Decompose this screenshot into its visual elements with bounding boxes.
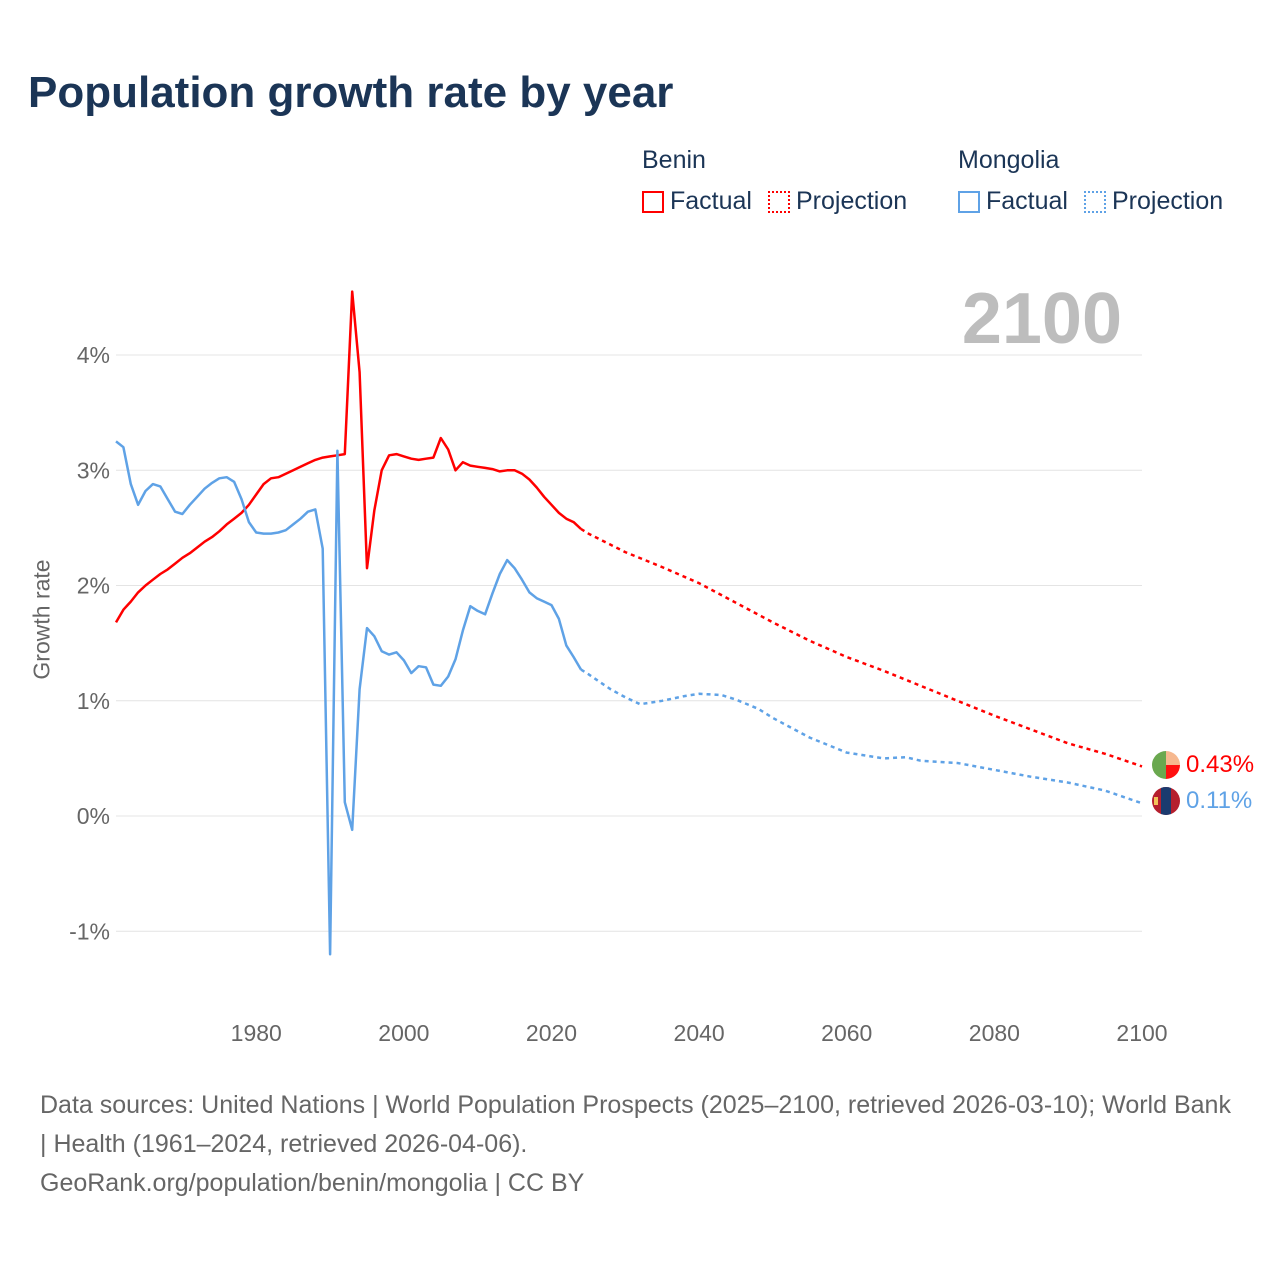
x-tick-label: 2040 bbox=[674, 1020, 725, 1046]
y-tick-label: 2% bbox=[77, 573, 110, 599]
current-year-label: 2100 bbox=[961, 279, 1122, 359]
dotted-swatch-icon bbox=[1083, 190, 1106, 213]
y-tick-label: 1% bbox=[77, 688, 110, 714]
legend-benin: Benin Factual Projection bbox=[642, 146, 907, 216]
dotted-swatch-icon bbox=[767, 190, 790, 213]
legend-country: Benin bbox=[642, 146, 706, 174]
solid-swatch-icon bbox=[958, 190, 980, 213]
y-tick-label: 3% bbox=[77, 457, 110, 483]
y-tick-label: 4% bbox=[77, 342, 110, 368]
legend-label: Factual bbox=[670, 187, 752, 215]
legend-label: Projection bbox=[1111, 187, 1224, 215]
credit-link[interactable]: GeoRank.org/population/benin/mongolia | … bbox=[40, 1169, 585, 1197]
footer: Data sources: United Nations | World Pop… bbox=[40, 1086, 1240, 1203]
x-tick-label: 2000 bbox=[378, 1020, 429, 1046]
x-tick-label: 2020 bbox=[526, 1020, 577, 1046]
legend-mongolia: Mongolia Factual Projection bbox=[958, 146, 1223, 216]
mongolia-end-value: 0.11% bbox=[1186, 787, 1252, 814]
benin-end-value: 0.43% bbox=[1186, 751, 1254, 778]
legend-label: Factual bbox=[986, 187, 1068, 215]
x-tick-label: 2100 bbox=[1116, 1020, 1167, 1046]
legend-benin-factual[interactable]: Factual bbox=[642, 187, 752, 216]
legend-mongolia-factual[interactable]: Factual bbox=[958, 187, 1068, 216]
chart-title: Population growth rate by year bbox=[28, 68, 674, 117]
mongolia-flag-icon bbox=[1152, 787, 1180, 815]
mongolia-projection-line bbox=[580, 668, 1143, 805]
solid-swatch-icon bbox=[642, 190, 664, 213]
legend-benin-projection[interactable]: Projection bbox=[767, 187, 908, 216]
data-sources: Data sources: United Nations | World Pop… bbox=[40, 1091, 1231, 1158]
y-tick-label: -1% bbox=[69, 918, 110, 944]
mongolia-factual-line bbox=[115, 440, 583, 956]
legend-mongolia-projection[interactable]: Projection bbox=[1083, 187, 1224, 216]
x-tick-label: 2060 bbox=[821, 1020, 872, 1046]
benin-factual-line bbox=[114, 290, 582, 624]
x-tick-label: 2080 bbox=[969, 1020, 1020, 1046]
benin-flag-icon bbox=[1152, 751, 1180, 779]
legend-label: Projection bbox=[795, 187, 908, 215]
y-tick-label: 0% bbox=[77, 803, 110, 829]
legend-country: Mongolia bbox=[958, 146, 1060, 174]
x-tick-label: 1980 bbox=[231, 1020, 282, 1046]
benin-projection-line bbox=[580, 527, 1143, 768]
